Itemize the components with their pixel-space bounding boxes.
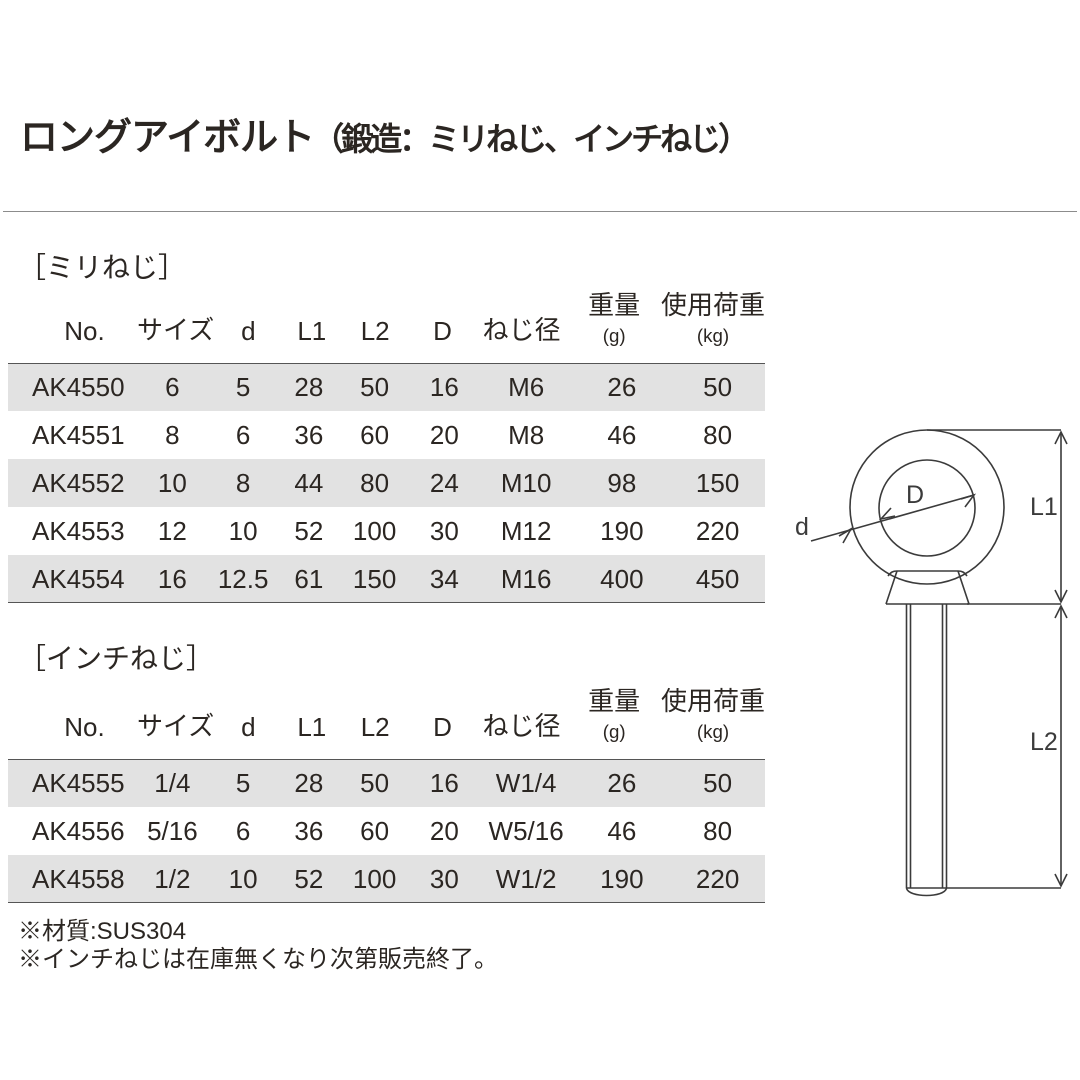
svg-text:d: d <box>795 513 809 541</box>
svg-text:L1: L1 <box>1030 493 1058 521</box>
svg-text:L2: L2 <box>1030 728 1058 756</box>
svg-text:D: D <box>906 481 924 509</box>
